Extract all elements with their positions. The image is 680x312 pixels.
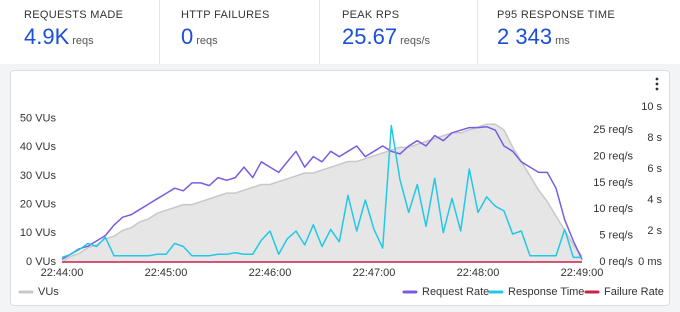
- y-tick-label: 10 VUs: [20, 227, 57, 239]
- x-tick-label: 22:48:00: [457, 267, 500, 279]
- stat-card: REQUESTS MADE 4.9K reqs: [0, 0, 160, 64]
- y-tick-label: 2 s: [647, 225, 662, 237]
- y-tick-label: 0 ms: [638, 256, 662, 268]
- stat-unit: reqs/s: [400, 35, 431, 47]
- x-tick-label: 22:46:00: [249, 267, 292, 279]
- y-tick-label: 5 req/s: [599, 230, 633, 242]
- stat-label: PEAK RPS: [342, 9, 400, 21]
- y-tick-label: 30 VUs: [20, 170, 57, 182]
- menu-dot: [655, 87, 659, 91]
- legend-label: Failure Rate: [604, 286, 664, 298]
- y-tick-label: 15 req/s: [593, 177, 633, 189]
- y-tick-label: 20 req/s: [593, 150, 633, 162]
- y-tick-label: 0 req/s: [599, 256, 633, 268]
- menu-dot: [655, 82, 659, 86]
- stat-value: 0: [181, 24, 194, 49]
- menu-icon[interactable]: [655, 77, 659, 91]
- stat-label: HTTP FAILURES: [181, 9, 270, 21]
- y-tick-label: 10 req/s: [593, 203, 633, 215]
- y-tick-label: 50 VUs: [20, 112, 57, 124]
- series-line: [61, 123, 583, 263]
- menu-dot: [655, 77, 659, 81]
- y-tick-label: 20 VUs: [20, 198, 57, 210]
- y-tick-label: 0 VUs: [26, 256, 56, 268]
- stat-unit: reqs: [72, 35, 94, 47]
- stat-unit: ms: [555, 35, 570, 47]
- area-fill: [62, 124, 582, 262]
- y-tick-label: 25 req/s: [593, 124, 633, 136]
- legend-label: Response Time: [508, 286, 584, 298]
- legend-label: Request Rate: [422, 286, 489, 298]
- stat-label: P95 RESPONSE TIME: [497, 9, 615, 21]
- stat-value-row: 0 reqs: [181, 24, 218, 50]
- y-tick-label: 10 s: [641, 101, 662, 113]
- x-tick-label: 22:44:00: [41, 267, 84, 279]
- series-line: [61, 125, 583, 261]
- y-tick-label: 40 VUs: [20, 141, 57, 153]
- stat-unit: reqs: [196, 35, 218, 47]
- legend-label: VUs: [38, 286, 59, 298]
- series-line: [61, 124, 582, 259]
- stat-card: HTTP FAILURES 0 reqs: [160, 0, 320, 64]
- y-tick-label: 6 s: [647, 163, 662, 175]
- stat-card: P95 RESPONSE TIME 2 343 ms: [478, 0, 680, 64]
- x-tick-label: 22:45:00: [145, 267, 188, 279]
- stat-value-row: 25.67 reqs/s: [342, 24, 430, 50]
- stat-value: 2 343: [497, 24, 553, 49]
- x-tick-label: 22:47:00: [353, 267, 396, 279]
- stats-row: REQUESTS MADE 4.9K reqs HTTP FAILURES 0 re…: [0, 0, 680, 64]
- stat-value: 25.67: [342, 24, 398, 49]
- stat-value-row: 2 343 ms: [497, 24, 570, 50]
- stat-label: REQUESTS MADE: [24, 9, 124, 21]
- y-tick-label: 4 s: [647, 194, 662, 206]
- stat-value: 4.9K: [24, 24, 70, 49]
- x-tick-label: 22:49:00: [561, 267, 604, 279]
- y-tick-label: 8 s: [647, 132, 662, 144]
- stat-card: PEAK RPS 25.67 reqs/s: [320, 0, 478, 64]
- stat-value-row: 4.9K reqs: [24, 24, 94, 50]
